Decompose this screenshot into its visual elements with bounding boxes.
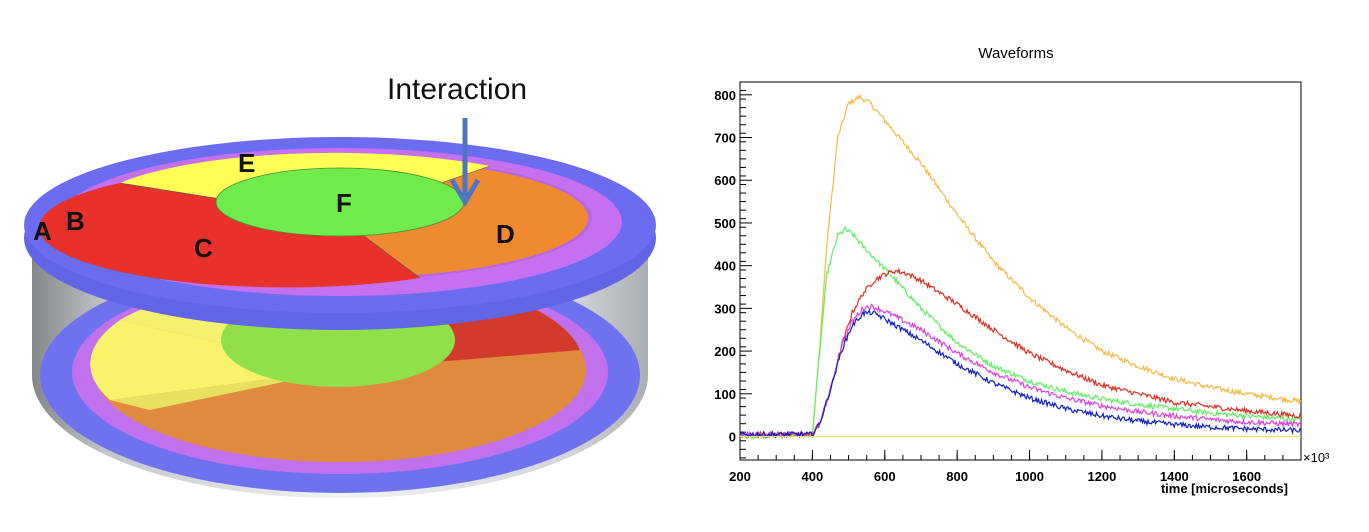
- chart-title: Waveforms: [978, 45, 1053, 62]
- x-tick-label: 1200: [1087, 469, 1116, 484]
- segment-label-a: A: [33, 216, 52, 246]
- segment-label-b: B: [66, 206, 85, 236]
- segment-label-c: C: [194, 233, 213, 263]
- y-tick-label: 700: [714, 131, 736, 146]
- x-tick-label: 1600: [1232, 469, 1261, 484]
- x-tick-label: 600: [874, 469, 896, 484]
- segment-label-e: E: [238, 148, 255, 178]
- x-tick-label: 800: [946, 469, 968, 484]
- y-tick-label: 0: [729, 430, 736, 445]
- waveform-chart: Waveforms 200 400 600 800 1000 1200 1400 1600 0 1…: [714, 45, 1330, 496]
- detector-diagram: Interaction A B C D E F: [24, 73, 656, 499]
- plot-frame: [739, 81, 1302, 461]
- segment-C-shape: [38, 183, 420, 288]
- top-disk: [24, 137, 656, 330]
- waveform-series-1: [739, 93, 1302, 440]
- segment-label-f: F: [336, 188, 352, 218]
- x-tick-label: 1400: [1160, 469, 1189, 484]
- y-tick-label: 200: [714, 344, 736, 359]
- interaction-arrow: [449, 118, 481, 207]
- waveform-series-2: [740, 225, 1302, 441]
- interaction-label: Interaction: [387, 73, 527, 106]
- y-tick-label: 400: [714, 259, 736, 274]
- segment-label-d: D: [496, 219, 515, 249]
- y-tick-label: 800: [714, 88, 736, 103]
- x-tick-label: 400: [802, 469, 824, 484]
- waveform-series-4: [739, 303, 1302, 440]
- x-axis-label: time [microseconds]: [1161, 481, 1288, 496]
- y-tick-label: 300: [714, 301, 736, 316]
- waveform-series-5: [739, 308, 1302, 439]
- x-tick-label: 200: [729, 469, 751, 484]
- y-tick-label: 100: [714, 387, 736, 402]
- x-axis-multiplier: ×10³: [1303, 450, 1330, 465]
- x-tick-label: 1000: [1015, 469, 1044, 484]
- y-tick-label: 600: [714, 173, 736, 188]
- y-tick-label: 500: [714, 216, 736, 231]
